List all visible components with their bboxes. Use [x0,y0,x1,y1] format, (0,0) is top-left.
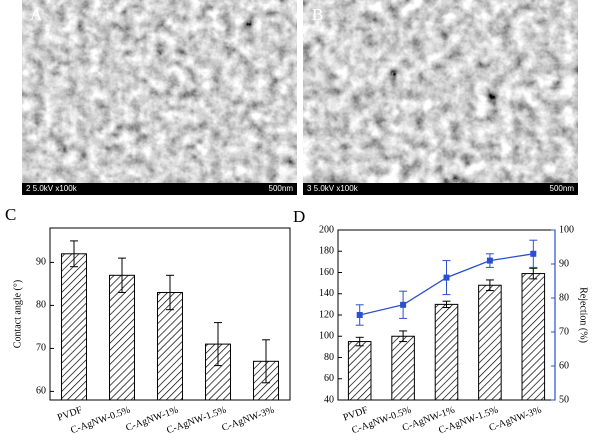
y-tick-label: 200 [319,224,334,235]
y2-axis-label: Rejection (%) [578,287,589,343]
error-bar [529,267,538,280]
error-bar [485,279,494,292]
y2-tick-label: 70 [559,326,569,337]
bar [157,292,183,401]
y-axis-label: Contact angle (°) [12,280,23,348]
y-tick-label: 140 [319,288,334,299]
bar [434,303,459,401]
bar [347,341,372,401]
sem-image-b: B 3 5.0kV x100k 500nm [303,0,578,195]
sem-info: 3 5.0kV x100k [307,184,359,193]
sem-scale: 500nm [269,184,294,193]
y-tick-label: 60 [324,373,334,384]
point [530,250,537,257]
error-bar [214,322,222,367]
sem-image-a: A 2 5.0kV x100k 500nm [22,0,297,195]
error-bar [166,274,174,311]
point [486,257,493,264]
panel-label: B [312,5,323,24]
y2-tick-label: 50 [559,394,569,405]
sem-info: 2 5.0kV x100k [26,184,78,193]
x-tick-label: C-AgNW-3% [220,405,275,434]
bar [109,274,135,401]
y-tick-label: 160 [319,267,334,278]
bar [61,253,87,401]
bar [391,335,415,401]
y-tick-label: 80 [324,352,334,363]
error-bar [399,330,408,343]
error-bar [355,336,364,347]
sem-scale: 500nm [550,184,575,193]
y2-tick-label: 60 [559,360,569,371]
y-tick-label: 60 [36,386,46,397]
error-bar [262,339,270,384]
panel-label: A [30,5,43,24]
error-bar [442,300,451,309]
panel-label: C [5,205,16,224]
error-bar [118,257,126,293]
bar [521,273,546,401]
panel-label: D [293,207,305,226]
y-tick-label: 80 [36,300,46,311]
y2-tick-label: 80 [559,292,569,303]
x-tick-label: PVDF [56,404,84,423]
y-tick-label: 120 [319,309,334,320]
y2-tick-label: 100 [559,224,574,235]
point [443,274,450,281]
point [400,301,407,308]
point [356,312,363,318]
y2-tick-label: 90 [559,258,569,269]
y-tick-label: 40 [324,394,334,405]
y-tick-label: 180 [319,246,334,257]
y-tick-label: 70 [36,343,46,354]
error-bar [70,240,78,268]
bar [478,284,502,401]
y-tick-label: 90 [36,257,46,268]
y-tick-label: 100 [319,331,334,342]
